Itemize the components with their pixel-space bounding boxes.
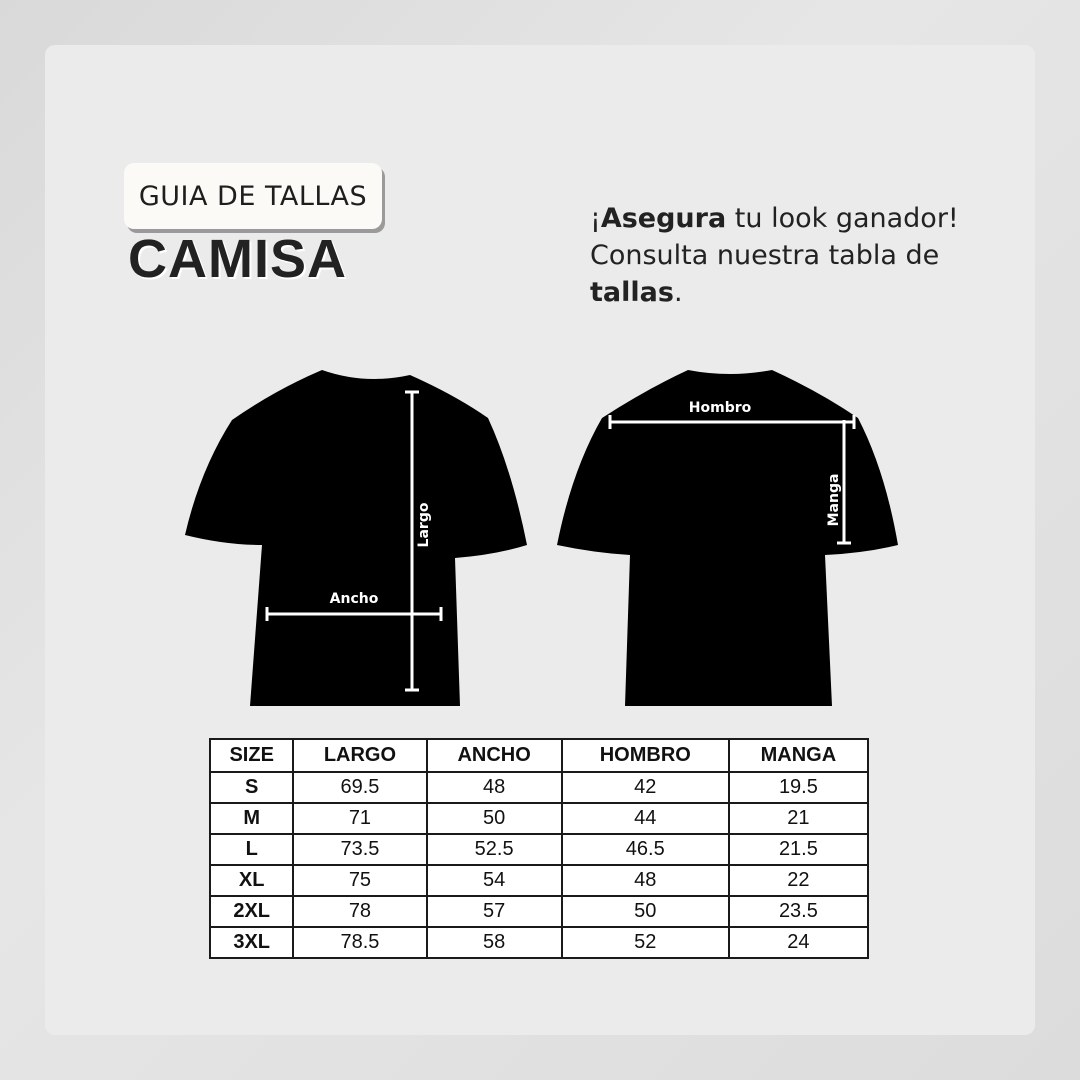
tagline-pre: ¡ (590, 203, 601, 234)
measure-cell: 23.5 (727, 895, 870, 928)
measure-cell: 42 (560, 771, 730, 804)
page-title: CAMISA (128, 229, 347, 289)
measure-cell: 24 (727, 926, 870, 959)
hombro-measure-line (608, 415, 856, 429)
ancho-label: Ancho (330, 591, 379, 607)
table-row: XL 75 54 48 22 (208, 864, 870, 897)
measure-cell: 19.5 (727, 771, 870, 804)
measure-cell: 78 (292, 895, 428, 928)
hombro-label: Hombro (689, 400, 752, 416)
tagline-post: . (673, 277, 683, 308)
table-header-row: SIZE LARGO ANCHO HOMBRO MANGA (208, 738, 870, 773)
size-table: SIZE LARGO ANCHO HOMBRO MANGA S 69.5 48 42 1… (208, 738, 870, 959)
measure-cell: 69.5 (292, 771, 428, 804)
size-guide-badge: GUIA DE TALLAS (124, 163, 382, 229)
header-largo: LARGO (292, 738, 428, 773)
size-cell: XL (208, 864, 295, 897)
manga-label: Manga (826, 474, 842, 527)
measure-cell: 46.5 (560, 833, 730, 866)
measure-cell: 52.5 (425, 833, 563, 866)
back-shirt-silhouette (557, 370, 898, 706)
size-cell: L (208, 833, 295, 866)
largo-measure-line (405, 390, 419, 692)
tagline-mid: tu look ganador! Consulta nuestra tabla … (590, 203, 959, 271)
measure-cell: 48 (425, 771, 563, 804)
measure-cell: 58 (425, 926, 563, 959)
tagline-bold-2: tallas (590, 277, 674, 308)
table-row: 2XL 78 57 50 23.5 (208, 895, 870, 928)
measure-cell: 73.5 (292, 833, 428, 866)
size-cell: S (208, 771, 295, 804)
table-row: 3XL 78.5 58 52 24 (208, 926, 870, 959)
manga-measure-line (837, 420, 851, 545)
measure-cell: 75 (292, 864, 428, 897)
size-cell: 2XL (208, 895, 295, 928)
measure-cell: 52 (560, 926, 730, 959)
size-cell: M (208, 802, 295, 835)
measure-cell: 50 (560, 895, 730, 928)
largo-label: Largo (416, 502, 432, 547)
table-row: L 73.5 52.5 46.5 21.5 (208, 833, 870, 866)
measure-cell: 48 (560, 864, 730, 897)
header-size: SIZE (208, 738, 295, 773)
back-shirt: Hombro Manga (557, 370, 898, 706)
measure-cell: 21.5 (727, 833, 870, 866)
table-row: M 71 50 44 21 (208, 802, 870, 835)
measure-cell: 22 (727, 864, 870, 897)
measure-cell: 71 (292, 802, 428, 835)
tagline-bold-1: Asegura (600, 203, 727, 234)
measure-cell: 78.5 (292, 926, 428, 959)
ancho-measure-line (265, 607, 443, 621)
size-cell: 3XL (208, 926, 295, 959)
measure-cell: 50 (425, 802, 563, 835)
front-shirt: Largo Ancho (185, 370, 527, 706)
tagline: ¡Asegura tu look ganador! Consulta nuest… (590, 200, 1010, 311)
header-hombro: HOMBRO (560, 738, 730, 773)
measure-cell: 54 (425, 864, 563, 897)
measure-cell: 44 (560, 802, 730, 835)
table-row: S 69.5 48 42 19.5 (208, 771, 870, 804)
header-manga: MANGA (727, 738, 870, 773)
measure-cell: 57 (425, 895, 563, 928)
front-shirt-silhouette (185, 370, 527, 706)
measure-cell: 21 (727, 802, 870, 835)
header-ancho: ANCHO (425, 738, 563, 773)
